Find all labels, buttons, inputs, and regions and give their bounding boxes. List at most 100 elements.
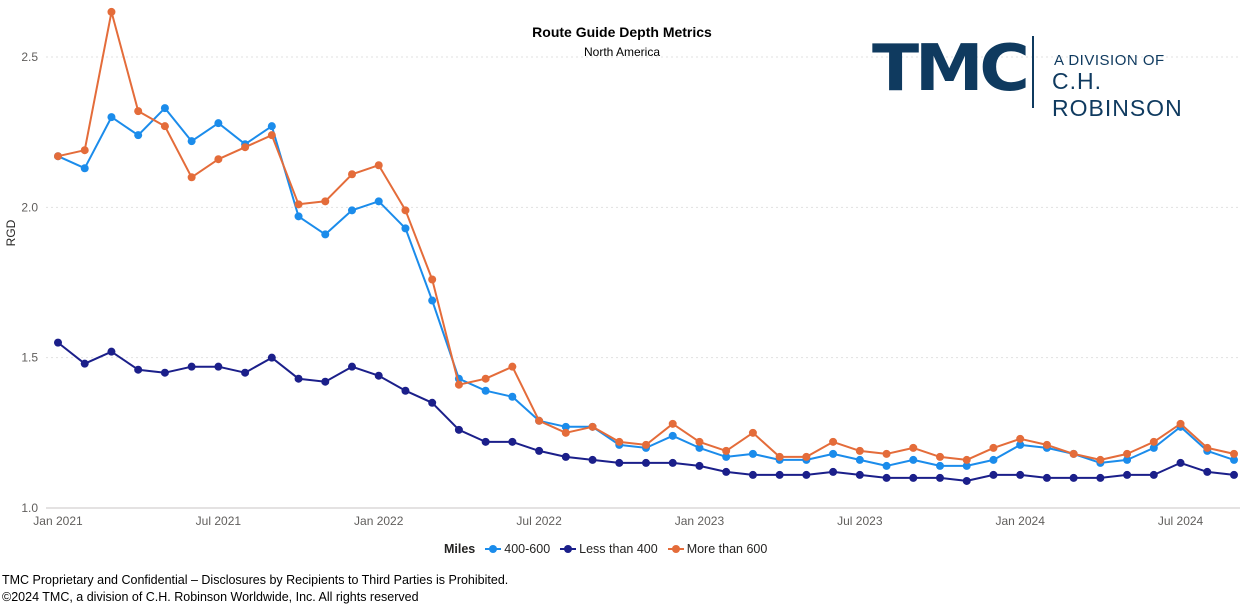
- data-point-more-than-600: [160, 122, 169, 131]
- data-point-more-than-600: [829, 437, 838, 446]
- data-point-less-than-400: [962, 476, 971, 485]
- x-tick-label: Jan 2024: [995, 514, 1045, 528]
- data-point-more-than-600: [1042, 440, 1051, 449]
- data-point-less-than-400: [695, 461, 704, 470]
- data-point-more-than-600: [294, 200, 303, 209]
- y-axis-label: RGD: [4, 219, 18, 247]
- data-point-less-than-400: [1016, 470, 1025, 479]
- data-point-less-than-400: [1069, 473, 1078, 482]
- data-point-less-than-400: [1203, 467, 1212, 476]
- data-point-400-600: [748, 449, 757, 458]
- data-point-less-than-400: [348, 362, 356, 371]
- data-point-less-than-400: [1096, 473, 1105, 482]
- data-point-400-600: [722, 452, 731, 461]
- data-point-more-than-600: [1149, 437, 1158, 446]
- data-point-less-than-400: [1230, 470, 1238, 479]
- data-point-more-than-600: [107, 7, 116, 16]
- data-point-less-than-400: [882, 473, 891, 482]
- data-point-400-600: [1016, 440, 1025, 449]
- footer-disclaimer: TMC Proprietary and Confidential – Discl…: [2, 573, 509, 587]
- data-point-less-than-400: [454, 425, 463, 434]
- data-point-less-than-400: [160, 368, 169, 377]
- data-point-400-600: [936, 461, 944, 470]
- y-tick-label: 1.0: [21, 501, 38, 515]
- data-point-more-than-600: [989, 443, 998, 452]
- data-point-400-600: [267, 122, 276, 131]
- data-point-400-600: [374, 197, 383, 206]
- legend-label: More than 600: [686, 542, 768, 556]
- data-point-more-than-600: [936, 452, 944, 461]
- data-point-more-than-600: [1203, 443, 1212, 452]
- data-point-less-than-400: [481, 437, 490, 446]
- data-point-more-than-600: [695, 437, 704, 446]
- y-tick-label: 2.5: [21, 50, 38, 64]
- data-point-more-than-600: [1230, 449, 1238, 458]
- series-line-400-600: [57, 107, 1235, 467]
- data-point-more-than-600: [1096, 455, 1105, 464]
- data-point-less-than-400: [54, 338, 62, 347]
- data-point-less-than-400: [668, 458, 677, 467]
- data-point-more-than-600: [374, 161, 383, 170]
- data-point-less-than-400: [267, 353, 276, 362]
- legend-title: Miles: [444, 542, 476, 556]
- data-point-less-than-400: [989, 470, 998, 479]
- data-point-less-than-400: [722, 467, 731, 476]
- data-point-more-than-600: [187, 173, 196, 182]
- data-point-less-than-400: [535, 446, 544, 455]
- data-point-less-than-400: [428, 398, 437, 407]
- data-point-more-than-600: [134, 107, 143, 116]
- data-point-less-than-400: [642, 458, 650, 467]
- data-point-more-than-600: [508, 362, 517, 371]
- data-point-more-than-600: [588, 422, 597, 431]
- data-point-400-600: [989, 455, 998, 464]
- data-point-less-than-400: [1176, 458, 1185, 467]
- data-point-400-600: [214, 119, 223, 128]
- data-point-less-than-400: [615, 458, 624, 467]
- data-point-less-than-400: [107, 347, 116, 356]
- data-point-less-than-400: [214, 362, 223, 371]
- data-point-400-600: [508, 392, 517, 401]
- data-point-less-than-400: [1042, 473, 1051, 482]
- data-point-400-600: [187, 137, 196, 146]
- data-point-400-600: [401, 224, 410, 233]
- data-point-400-600: [80, 164, 89, 173]
- logo-divider: [1032, 36, 1034, 108]
- x-tick-label: Jul 2022: [516, 514, 562, 528]
- x-tick-label: Jul 2023: [837, 514, 883, 528]
- data-point-400-600: [1230, 455, 1238, 464]
- legend-item-less-than-400[interactable]: Less than 400: [560, 542, 658, 556]
- data-point-more-than-600: [1069, 449, 1078, 458]
- data-point-less-than-400: [187, 362, 196, 371]
- data-point-400-600: [882, 461, 891, 470]
- legend-item-400-600[interactable]: 400-600: [485, 542, 550, 556]
- data-point-more-than-600: [454, 380, 463, 389]
- legend-swatch-icon: [667, 544, 684, 554]
- data-point-400-600: [1149, 443, 1158, 452]
- data-point-more-than-600: [321, 197, 330, 206]
- x-tick-label: Jan 2021: [33, 514, 83, 528]
- legend-swatch-icon: [485, 544, 502, 554]
- data-point-400-600: [561, 422, 570, 431]
- legend-item-more-than-600[interactable]: More than 600: [667, 542, 768, 556]
- logo-tagline: A DIVISION OF: [1054, 52, 1165, 69]
- data-point-400-600: [160, 104, 169, 113]
- data-point-less-than-400: [855, 470, 864, 479]
- data-point-400-600: [855, 455, 864, 464]
- data-point-more-than-600: [802, 452, 811, 461]
- data-point-less-than-400: [829, 467, 838, 476]
- data-point-more-than-600: [214, 155, 223, 164]
- data-point-more-than-600: [481, 374, 490, 383]
- data-point-400-600: [668, 431, 677, 440]
- data-point-less-than-400: [374, 371, 383, 380]
- legend-swatch-icon: [560, 544, 577, 554]
- data-point-less-than-400: [802, 470, 811, 479]
- data-point-400-600: [695, 443, 704, 452]
- x-tick-label: Jul 2021: [196, 514, 242, 528]
- data-point-400-600: [428, 296, 437, 305]
- data-point-more-than-600: [54, 152, 62, 161]
- data-point-more-than-600: [535, 416, 544, 425]
- logo-company: C.H. ROBINSON: [1052, 68, 1183, 121]
- data-point-less-than-400: [241, 368, 250, 377]
- data-point-more-than-600: [775, 452, 784, 461]
- data-point-more-than-600: [80, 146, 89, 155]
